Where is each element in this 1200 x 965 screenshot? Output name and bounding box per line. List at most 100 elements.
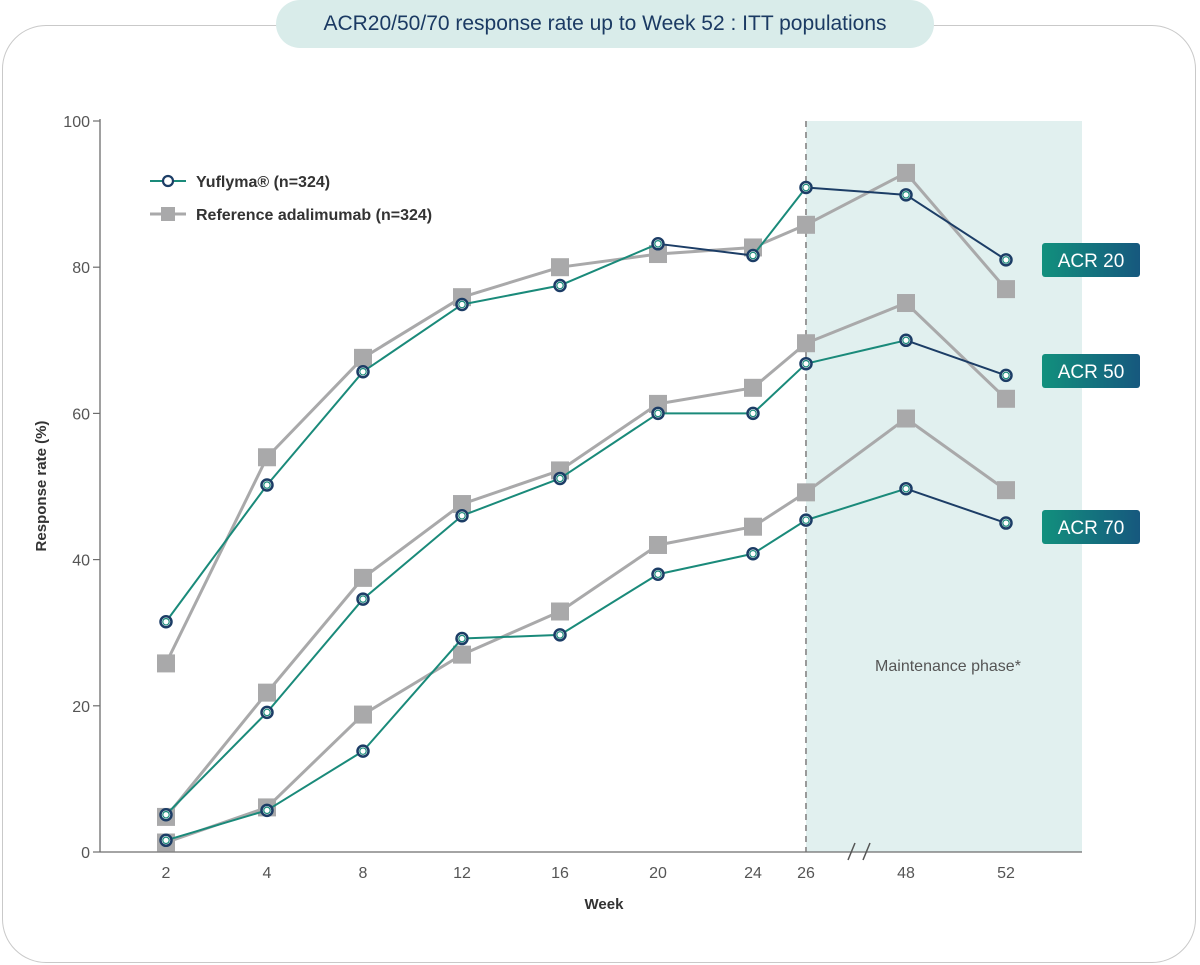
- reference-point: [453, 645, 471, 664]
- x-tick-label: 24: [744, 865, 762, 882]
- series-line-segment: [266, 598, 364, 714]
- legend-reference-label: Reference adalimumab (n=324): [196, 207, 432, 224]
- reference-point: [551, 602, 569, 621]
- series-yuflyma-acr20: [159, 180, 1013, 629]
- reference-point: [453, 495, 471, 514]
- series-reference-acr50: [157, 294, 1015, 826]
- yuflyma-point: [899, 481, 913, 496]
- yuflyma-point-ring: [458, 634, 466, 643]
- yuflyma-point-ring: [263, 481, 271, 489]
- chart-title: ACR20/50/70 response rate up to Week 52 …: [323, 12, 887, 35]
- series-line-segment: [905, 193, 1007, 261]
- x-tick-label: 4: [263, 865, 272, 882]
- legend-yuflyma-marker: [161, 174, 175, 188]
- maintenance-phase-region: [806, 121, 1082, 852]
- axis-break-mark: [862, 842, 871, 861]
- yuflyma-point-ring: [263, 806, 271, 815]
- chart-title-pill: ACR20/50/70 response rate up to Week 52 …: [276, 0, 934, 48]
- yuflyma-point: [159, 833, 173, 848]
- series-line-segment: [461, 284, 561, 306]
- series-line-segment: [362, 502, 463, 580]
- series-line-segment: [657, 245, 754, 256]
- series-line-segment: [461, 265, 561, 299]
- yuflyma-point: [651, 406, 665, 421]
- acr-tag-acr20: ACR 20: [1042, 243, 1140, 277]
- yuflyma-point: [746, 406, 760, 421]
- x-tick-label: 2: [162, 865, 171, 882]
- x-tick-label: 48: [897, 865, 915, 882]
- reference-point: [354, 568, 372, 587]
- reference-point: [551, 258, 569, 277]
- yuflyma-point: [553, 471, 567, 486]
- series-line-segment: [559, 543, 659, 613]
- yuflyma-point-ring: [359, 595, 367, 603]
- series-line-segment: [266, 750, 364, 812]
- x-axis-label: Week: [585, 896, 625, 913]
- reference-point: [649, 535, 667, 554]
- series-line-segment: [657, 525, 754, 547]
- series-line-segment: [805, 301, 907, 345]
- series-line-segment: [752, 186, 807, 257]
- series-line-segment: [165, 484, 268, 623]
- yuflyma-point: [651, 237, 665, 251]
- yuflyma-point-ring: [162, 836, 170, 845]
- series-line-segment: [805, 339, 907, 365]
- series-line-segment: [905, 417, 1007, 492]
- reference-point: [258, 683, 276, 702]
- series-line-segment: [461, 610, 561, 657]
- legend-reference-marker: [161, 207, 175, 221]
- yuflyma-point-ring: [802, 359, 810, 368]
- yuflyma-point-ring: [1002, 519, 1010, 527]
- series-line-segment: [657, 386, 754, 406]
- series-line-segment: [461, 633, 561, 640]
- series-line-segment: [362, 514, 463, 600]
- x-tick-label: 12: [453, 865, 471, 882]
- reference-point: [354, 705, 372, 724]
- reference-point: [744, 517, 762, 536]
- series-line-segment: [266, 371, 364, 486]
- series-line-segment: [165, 711, 268, 816]
- yuflyma-point: [799, 513, 813, 527]
- yuflyma-point: [260, 478, 274, 492]
- reference-point: [258, 448, 276, 467]
- yuflyma-point-ring: [359, 367, 367, 376]
- yuflyma-point: [651, 567, 665, 581]
- yuflyma-point: [799, 180, 813, 195]
- yuflyma-point-ring: [902, 191, 910, 199]
- series-line-segment: [362, 653, 463, 716]
- series-line-segment: [362, 303, 463, 373]
- acr-tag-label: ACR 20: [1058, 251, 1125, 272]
- y-tick-label: 80: [72, 260, 90, 277]
- reference-point: [797, 215, 815, 234]
- yuflyma-point: [999, 368, 1013, 383]
- yuflyma-point-ring: [802, 183, 810, 192]
- yuflyma-point-ring: [556, 281, 564, 290]
- yuflyma-point-ring: [263, 708, 271, 717]
- series-line-segment: [265, 576, 365, 694]
- series-reference-acr20: [157, 163, 1015, 673]
- yuflyma-point: [746, 248, 760, 263]
- series-line-segment: [362, 295, 463, 360]
- yuflyma-point: [746, 547, 760, 561]
- yuflyma-point: [999, 516, 1013, 530]
- yuflyma-point-ring: [902, 484, 910, 493]
- series-line-segment: [805, 171, 907, 227]
- yuflyma-point: [553, 628, 567, 642]
- x-tick-label: 52: [997, 865, 1015, 882]
- series-line-segment: [904, 171, 1008, 291]
- yuflyma-point: [553, 278, 567, 293]
- yuflyma-point-ring: [359, 747, 367, 755]
- reference-point: [997, 481, 1015, 500]
- yuflyma-point-ring: [654, 570, 662, 579]
- acr-tag-label: ACR 50: [1058, 362, 1125, 383]
- yuflyma-point-ring: [749, 409, 757, 418]
- series-line-segment: [265, 713, 365, 809]
- legend-yuflyma-label: Yuflyma® (n=324): [196, 174, 330, 191]
- y-tick-label: 0: [81, 845, 90, 862]
- yuflyma-point-ring: [749, 251, 757, 260]
- yuflyma-point-ring: [1002, 371, 1010, 380]
- series-line-segment: [559, 573, 659, 636]
- reference-point: [897, 294, 915, 313]
- yuflyma-point: [356, 592, 370, 606]
